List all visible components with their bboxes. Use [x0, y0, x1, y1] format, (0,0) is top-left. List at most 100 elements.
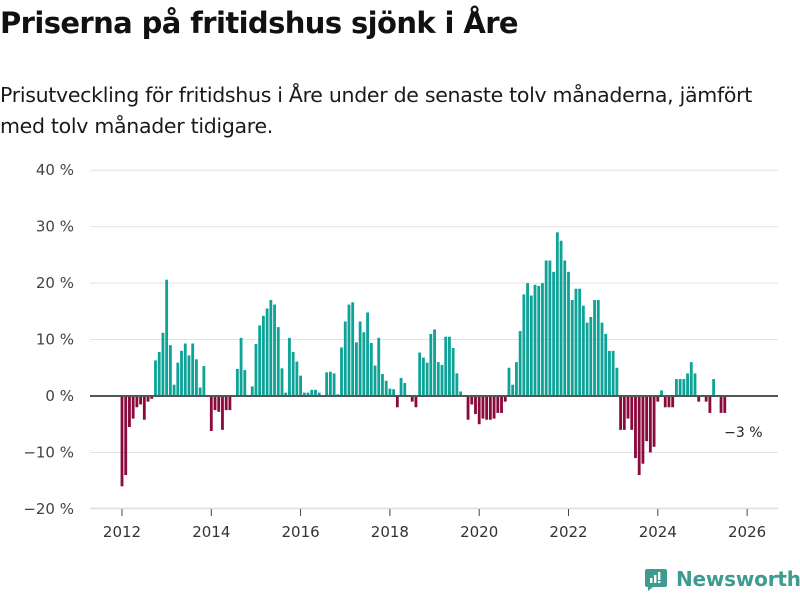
bar: [529, 295, 533, 396]
bar: [150, 396, 154, 399]
bar: [284, 392, 288, 396]
bar: [325, 372, 329, 396]
bar: [466, 396, 470, 420]
bar: [503, 396, 507, 402]
bar: [273, 304, 276, 396]
bar: [507, 367, 511, 396]
bar: [120, 396, 124, 487]
bar: [306, 392, 310, 396]
y-tick-label: 0 %: [45, 387, 74, 405]
bar: [221, 396, 224, 430]
bar: [425, 362, 429, 396]
bar: [418, 352, 422, 396]
bar: [708, 396, 712, 413]
bar: [622, 396, 626, 430]
bar: [235, 368, 239, 396]
bar: [280, 368, 284, 396]
bar: [373, 365, 377, 396]
bar: [518, 331, 522, 396]
bar: [474, 396, 477, 415]
bar: [384, 380, 388, 396]
grid-lines: [90, 169, 778, 510]
bar: [269, 300, 273, 396]
x-tick-label: 2026: [728, 523, 766, 541]
bar: [678, 379, 682, 396]
bar: [195, 359, 198, 396]
bar: [433, 329, 436, 396]
bar: [578, 288, 582, 396]
bar: [187, 355, 191, 396]
bar: [128, 396, 131, 428]
bar: [719, 396, 723, 413]
bar: [634, 396, 637, 459]
bar: [585, 322, 589, 396]
bar: [410, 396, 414, 402]
bar: [265, 308, 269, 396]
bar: [154, 360, 157, 396]
x-tick-label: 2012: [103, 523, 141, 541]
bar: [332, 373, 336, 396]
bar: [176, 362, 180, 396]
bar: [250, 386, 254, 396]
x-axis: 2012 2014 2016 2018 2020 2022 2024 2026: [90, 507, 778, 541]
bar: [161, 332, 165, 396]
bar: [581, 305, 585, 396]
x-tick-label: 2018: [371, 523, 409, 541]
bar: [347, 304, 351, 396]
bar: [340, 347, 343, 396]
bar: [682, 379, 686, 396]
bar: [488, 396, 492, 420]
bar: [399, 377, 403, 396]
x-tick-label: 2016: [282, 523, 320, 541]
bar: [224, 396, 228, 411]
bar: [526, 283, 529, 396]
bar: [555, 232, 559, 396]
bar: [139, 396, 143, 405]
bar: [243, 370, 247, 396]
bar: [288, 337, 291, 396]
bar: [135, 396, 139, 408]
x-tick-label: 2022: [549, 523, 587, 541]
bar: [217, 396, 221, 412]
bar: [674, 379, 678, 396]
bar: [239, 337, 243, 396]
bar: [395, 396, 399, 408]
bar: [202, 366, 206, 396]
bar: [481, 396, 485, 419]
y-tick-label: 20 %: [36, 274, 74, 292]
bar: [563, 260, 567, 396]
bar: [492, 396, 496, 419]
bar: [515, 362, 518, 396]
y-tick-label: 30 %: [36, 218, 74, 236]
bar: [611, 350, 615, 396]
bar: [124, 396, 128, 476]
bar: [302, 392, 306, 396]
bar: [291, 351, 295, 396]
bar: [455, 373, 459, 396]
bar: [209, 396, 213, 431]
bar: [198, 387, 202, 396]
bar: [593, 300, 596, 396]
bar: [667, 396, 671, 408]
bar: [191, 343, 195, 396]
bar: [213, 396, 217, 411]
bar: [671, 396, 675, 408]
bar: [544, 260, 548, 396]
bar: [522, 294, 526, 396]
bar: [366, 312, 369, 396]
bar: [630, 396, 634, 430]
y-tick-label: −10 %: [23, 443, 74, 461]
bar: [172, 384, 176, 396]
bar: [343, 321, 347, 396]
bar: [403, 383, 407, 396]
brand-name: Newsworthy: [676, 567, 800, 591]
bar: [660, 390, 663, 396]
x-tick-label: 2014: [192, 523, 230, 541]
bar: [652, 396, 656, 447]
bar: [604, 333, 608, 396]
bar: [533, 284, 537, 396]
bar: [615, 367, 619, 396]
bar: [228, 396, 232, 411]
bar: [299, 375, 303, 396]
bar: [254, 344, 258, 396]
